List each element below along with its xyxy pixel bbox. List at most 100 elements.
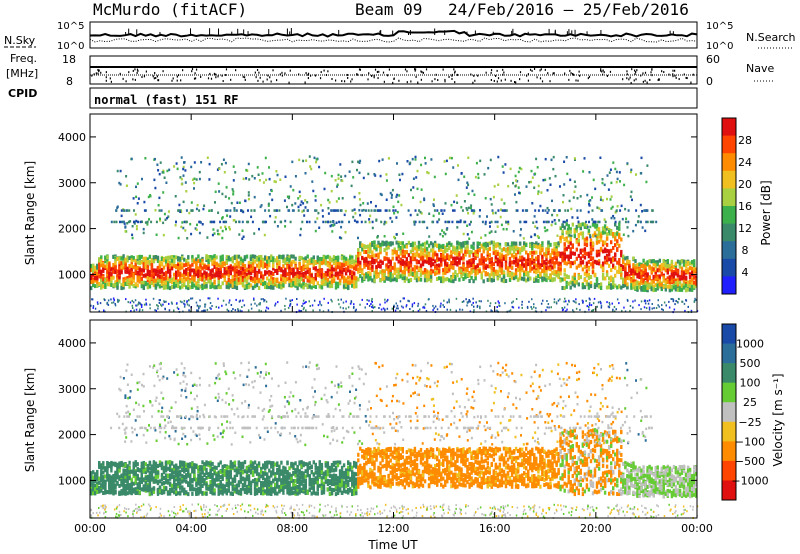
data-cell [467, 192, 470, 196]
data-cell [227, 255, 230, 260]
data-cell [336, 281, 340, 286]
freq-mark [510, 79, 512, 82]
freq-mark [356, 73, 358, 76]
data-cell [413, 257, 417, 262]
data-cell [458, 252, 461, 257]
data-cell [353, 281, 356, 286]
data-cell [493, 185, 496, 188]
data-cell [276, 271, 279, 275]
data-cell [310, 273, 313, 278]
data-cell [270, 281, 273, 285]
data-cell [344, 271, 348, 276]
data-cell [559, 239, 562, 244]
data-cell [100, 283, 103, 288]
data-cell [415, 248, 419, 253]
data-cell [590, 304, 593, 307]
data-cell [266, 262, 269, 266]
data-cell [92, 283, 95, 288]
data-cell [648, 259, 651, 264]
data-cell [375, 274, 378, 279]
data-cell [193, 283, 196, 288]
data-cell [302, 272, 305, 276]
data-cell [331, 300, 333, 303]
data-cell [387, 276, 390, 281]
freq-mark [629, 76, 631, 79]
data-cell [340, 262, 344, 267]
data-cell [661, 304, 663, 307]
data-cell [328, 284, 332, 289]
data-cell [243, 268, 247, 273]
data-cell [576, 216, 579, 219]
data-cell [168, 309, 171, 312]
data-cell [413, 302, 416, 305]
data-cell [616, 205, 619, 208]
data-cell [564, 297, 566, 300]
data-cell [371, 278, 374, 283]
data-cell [189, 279, 192, 284]
data-cell [561, 307, 563, 309]
data-cell [361, 243, 364, 248]
data-cell [471, 189, 474, 193]
data-cell [260, 310, 262, 313]
data-cell [605, 256, 609, 261]
data-cell [433, 307, 435, 310]
data-cell [682, 271, 686, 276]
data-cell [446, 308, 448, 311]
data-cell [131, 299, 133, 302]
freq-mark [646, 81, 648, 84]
data-cell [458, 269, 461, 274]
data-cell [389, 278, 392, 283]
data-cell [578, 303, 580, 306]
data-cell [282, 264, 285, 269]
data-cell [197, 305, 200, 308]
data-cell [282, 276, 285, 281]
data-cell [683, 302, 686, 305]
data-cell [608, 171, 611, 174]
data-cell [630, 278, 633, 283]
data-cell [292, 273, 295, 278]
data-cell [302, 302, 304, 305]
data-cell [215, 255, 218, 260]
data-cell [125, 298, 127, 301]
freq-mark [527, 79, 530, 82]
data-cell [183, 305, 186, 308]
cpid-panel: CPID normal (fast) 151 RF [8, 87, 698, 109]
data-cell [116, 257, 119, 261]
data-cell [195, 285, 198, 290]
data-cell [108, 270, 111, 275]
data-cell [305, 301, 307, 303]
data-cell [224, 195, 227, 198]
data-cell [235, 278, 239, 283]
data-cell [198, 170, 201, 174]
data-cell [300, 274, 303, 279]
data-cell [393, 305, 396, 308]
data-cell [270, 278, 273, 283]
data-cell [199, 299, 201, 302]
data-cell [92, 306, 94, 309]
data-cell [421, 270, 425, 275]
freq-mark [600, 68, 602, 71]
data-cell [534, 310, 537, 313]
data-cell [181, 221, 184, 224]
data-cell [337, 197, 340, 200]
data-cell [162, 285, 166, 290]
data-cell [270, 285, 273, 289]
data-cell [514, 174, 517, 178]
data-cell [102, 263, 105, 268]
data-cell [130, 277, 133, 282]
data-cell [544, 178, 547, 182]
data-cell [425, 256, 429, 261]
data-cell [482, 259, 485, 264]
data-cell [258, 227, 260, 231]
data-cell [614, 243, 617, 248]
data-cell [496, 306, 498, 308]
freq-mark [217, 75, 219, 78]
data-cell [139, 302, 141, 305]
freq-mark [495, 74, 497, 77]
data-cell [166, 281, 170, 286]
data-cell [245, 276, 249, 281]
data-cell [175, 275, 178, 280]
data-cell [455, 309, 457, 312]
data-cell [367, 265, 370, 270]
data-cell [308, 284, 311, 289]
